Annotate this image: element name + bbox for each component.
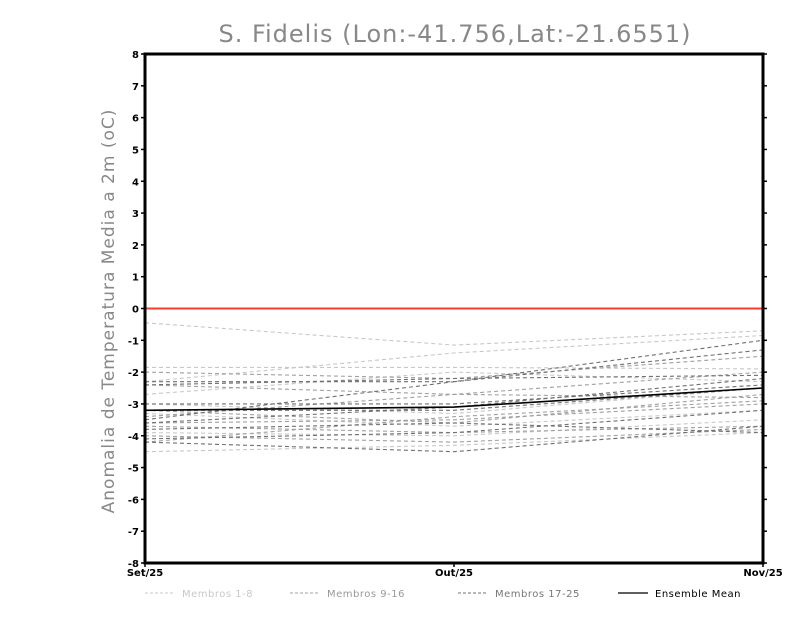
x-tick-label: Nov/25 — [743, 568, 782, 579]
member-line-11 — [144, 371, 764, 418]
member-line-18 — [144, 339, 764, 421]
member-line-3 — [144, 334, 764, 383]
y-tick-label: 1 — [132, 273, 139, 284]
y-tick-label: 7 — [132, 82, 139, 93]
member-line-22 — [144, 409, 764, 440]
member-line-19 — [144, 374, 764, 386]
y-tick-label: 3 — [132, 209, 139, 220]
legend-label: Membros 9-16 — [327, 589, 405, 600]
y-tick-label: 2 — [132, 241, 139, 252]
y-tick-label: -2 — [128, 368, 139, 379]
member-line-4 — [144, 371, 764, 395]
legend-label: Ensemble Mean — [655, 589, 741, 600]
member-line-6 — [144, 409, 764, 427]
x-tick-label: Out/25 — [435, 568, 473, 579]
chart-title: S. Fidelis (Lon:-41.756,Lat:-21.6551) — [218, 20, 691, 48]
member-line-12 — [144, 403, 764, 424]
member-line-1 — [144, 322, 764, 346]
ensemble-mean-line — [144, 387, 764, 412]
member-line-17 — [145, 349, 764, 383]
y-tick-label: -6 — [128, 495, 139, 506]
member-line-14 — [144, 428, 764, 443]
legend-label: Membros 17-25 — [495, 589, 580, 600]
member-line-23 — [144, 425, 764, 453]
y-tick-label: -7 — [128, 527, 139, 538]
y-tick-label: -1 — [128, 336, 139, 347]
y-axis-label: Anomalia de Temperatura Media a 2m (oC) — [99, 109, 119, 514]
y-tick-label: -8 — [128, 559, 139, 570]
y-tick-label: -4 — [128, 432, 139, 443]
y-tick-label: 5 — [132, 145, 139, 156]
member-line-25 — [145, 384, 764, 405]
legend-label: Membros 1-8 — [182, 589, 253, 600]
member-line-5 — [144, 387, 764, 415]
member-line-7 — [144, 419, 764, 437]
member-line-15 — [144, 400, 764, 443]
series-layer — [144, 322, 764, 453]
y-tick-label: 4 — [132, 177, 139, 188]
y-tick-label: -5 — [128, 464, 139, 475]
x-tick-label: Set/25 — [127, 568, 163, 579]
y-tick-label: -3 — [128, 400, 139, 411]
y-tick-label: 0 — [132, 305, 139, 316]
member-line-8 — [144, 432, 764, 453]
member-line-24 — [144, 422, 764, 434]
y-tick-label: 8 — [132, 50, 139, 61]
member-line-2 — [145, 366, 764, 370]
legend: Membros 1-8 Membros 9-16 Membros 17-25 Ense… — [145, 589, 741, 600]
member-line-20 — [145, 387, 764, 411]
y-tick-label: 6 — [132, 114, 139, 125]
